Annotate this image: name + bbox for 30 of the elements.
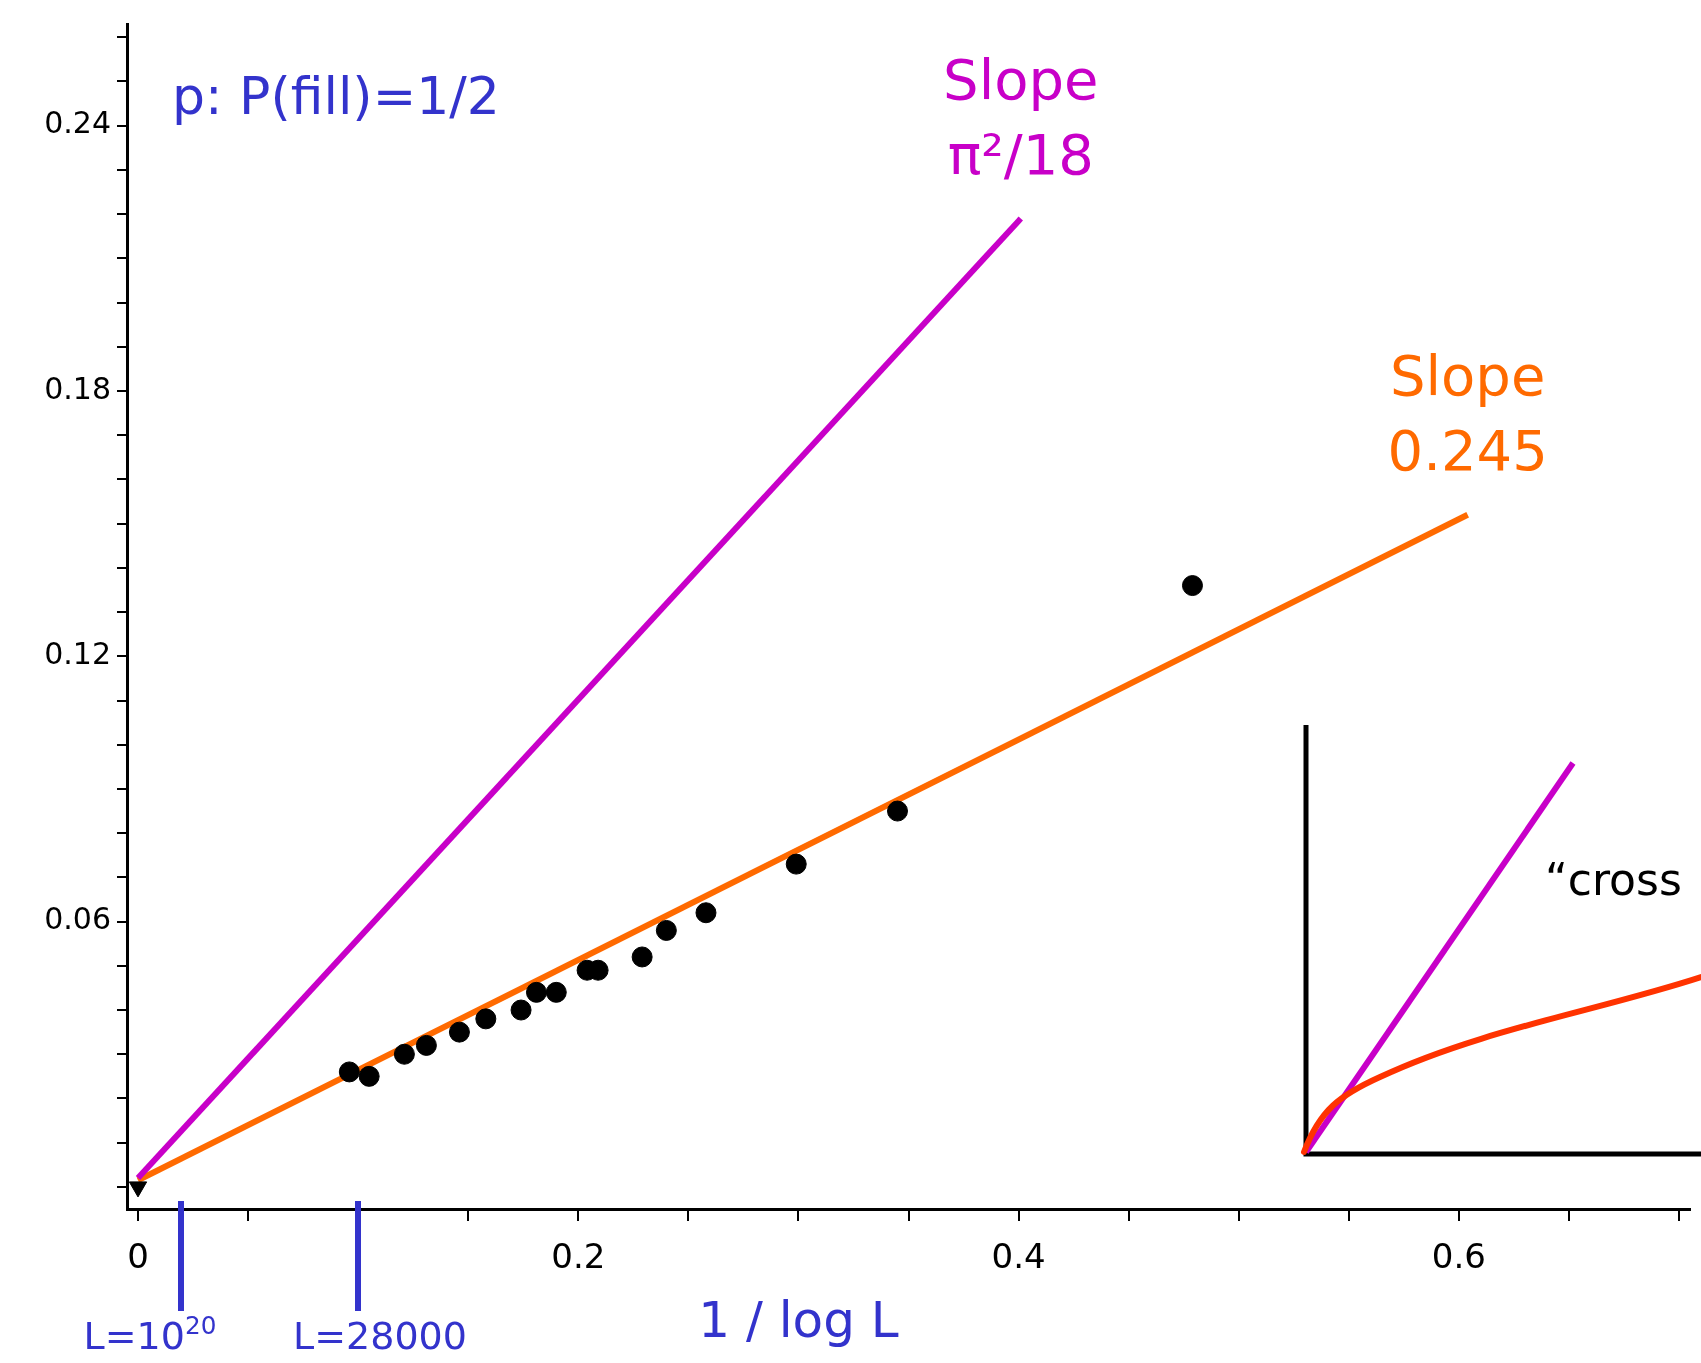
point xyxy=(393,1043,415,1065)
annotation: Slope 0.245 xyxy=(1387,342,1548,483)
x-axis-title: 1 / log L xyxy=(698,1291,899,1349)
point xyxy=(415,1034,437,1056)
point xyxy=(1181,575,1203,597)
crossover-sketch: “cross xyxy=(1300,715,1701,1160)
point xyxy=(785,853,807,875)
x-tick-label: 0 xyxy=(127,1236,149,1277)
annotation: Slope π²/18 xyxy=(943,46,1099,187)
point xyxy=(695,902,717,924)
x-tick-label: 0.4 xyxy=(991,1236,1046,1277)
point xyxy=(886,800,908,822)
text: L=28000 xyxy=(293,1314,467,1358)
point xyxy=(338,1061,360,1083)
point xyxy=(475,1008,497,1030)
y-tick-label: 0.24 xyxy=(44,105,111,141)
point xyxy=(448,1021,470,1043)
y-tick-label: 0.06 xyxy=(44,901,111,937)
annotation: p: P(fill)=1/2 xyxy=(172,66,500,126)
point xyxy=(510,999,532,1021)
y-tick-label: 0.18 xyxy=(44,370,111,406)
x-tick-label: 0.6 xyxy=(1431,1236,1486,1277)
point xyxy=(655,919,677,941)
point xyxy=(525,981,547,1003)
annotation: “cross xyxy=(1545,854,1682,905)
point xyxy=(358,1065,380,1087)
point xyxy=(631,946,653,968)
y-tick-label: 0.12 xyxy=(44,636,111,672)
point xyxy=(545,981,567,1003)
x-tick-label: 0.2 xyxy=(551,1236,606,1277)
